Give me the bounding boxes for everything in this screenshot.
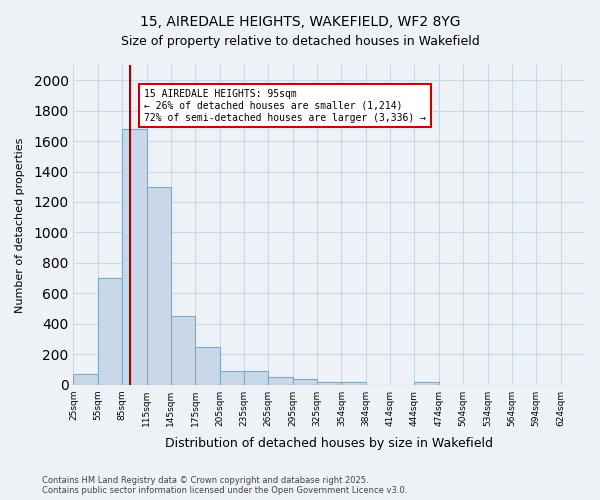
Bar — [98, 278, 122, 384]
Bar — [146, 187, 171, 384]
Text: 15, AIREDALE HEIGHTS, WAKEFIELD, WF2 8YG: 15, AIREDALE HEIGHTS, WAKEFIELD, WF2 8YG — [140, 15, 460, 29]
Bar — [244, 371, 268, 384]
X-axis label: Distribution of detached houses by size in Wakefield: Distribution of detached houses by size … — [165, 437, 493, 450]
Bar — [317, 382, 341, 384]
Bar — [293, 378, 317, 384]
Text: 15 AIREDALE HEIGHTS: 95sqm
← 26% of detached houses are smaller (1,214)
72% of s: 15 AIREDALE HEIGHTS: 95sqm ← 26% of deta… — [144, 90, 426, 122]
Bar — [73, 374, 98, 384]
Bar — [415, 382, 439, 384]
Bar — [122, 129, 146, 384]
Bar — [195, 346, 220, 385]
Y-axis label: Number of detached properties: Number of detached properties — [15, 137, 25, 312]
Bar — [341, 382, 366, 384]
Bar — [268, 377, 293, 384]
Text: Contains HM Land Registry data © Crown copyright and database right 2025.
Contai: Contains HM Land Registry data © Crown c… — [42, 476, 407, 495]
Bar — [220, 371, 244, 384]
Text: Size of property relative to detached houses in Wakefield: Size of property relative to detached ho… — [121, 35, 479, 48]
Bar — [171, 316, 195, 384]
